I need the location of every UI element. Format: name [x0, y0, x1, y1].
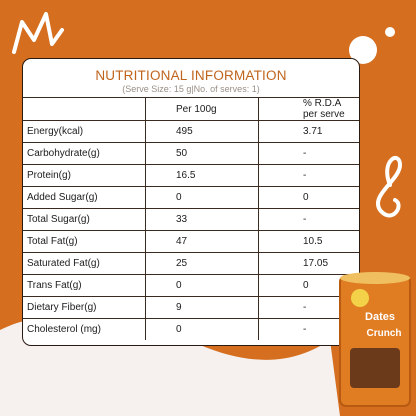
- nutrition-table: Per 100g% R.D.A per serve Energy(kcal) 495…: [23, 97, 359, 340]
- crown-doodle: [12, 12, 64, 54]
- cell-value: -: [258, 318, 359, 340]
- dot-big: [349, 36, 377, 64]
- table-row: Cholesterol (mg) 0-: [23, 318, 359, 340]
- column-header: Per 100g: [145, 97, 259, 121]
- can-label: Crunch: [367, 328, 402, 339]
- squiggle: [376, 156, 403, 218]
- cell-value: -: [258, 296, 359, 319]
- subtitle: (Serve Size: 15 g|No. of serves: 1): [122, 84, 260, 94]
- table-row: Saturated Fat(g) 25 17.05: [23, 252, 359, 275]
- can-label: Dates: [365, 311, 395, 323]
- can-logo: [351, 289, 369, 307]
- cell-value: 0: [145, 318, 259, 340]
- title: NUTRITIONAL INFORMATION: [95, 68, 287, 83]
- table-row: Trans Fat(g) 0 0: [23, 274, 359, 297]
- column-header: % R.D.A per serve: [258, 97, 359, 121]
- dot-small: [385, 27, 395, 37]
- table-row: Added Sugar(g) 0 0: [23, 186, 359, 209]
- table-row: Dietary Fiber(g) 9-: [23, 296, 359, 319]
- can-product-photo: [350, 348, 400, 388]
- table-row: Carbohydrate(g) 50-: [23, 142, 359, 165]
- cell-value: 9: [145, 296, 259, 319]
- table-row: Total Sugar(g) 33-: [23, 208, 359, 231]
- nutrition-panel: NUTRITIONAL INFORMATION (Serve Size: 15 …: [22, 58, 360, 346]
- can-lid: [340, 272, 410, 284]
